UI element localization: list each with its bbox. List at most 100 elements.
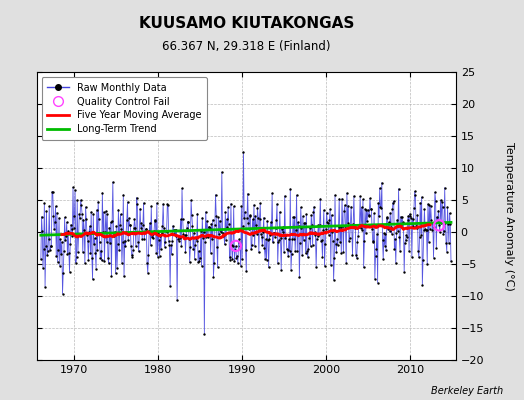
Point (399, 220, 408, 226)
Point (176, 235, 184, 241)
Point (376, 185, 384, 191)
Point (435, 222, 443, 228)
Point (358, 227, 366, 233)
Point (152, 200, 161, 206)
Point (442, 240, 450, 246)
Point (368, 225, 376, 232)
Point (196, 227, 205, 234)
Point (184, 218, 192, 225)
Point (45, 203, 53, 210)
Point (267, 219, 275, 225)
Point (341, 202, 349, 208)
Point (177, 216, 185, 222)
Point (345, 238, 353, 244)
Point (406, 211, 414, 217)
Point (208, 236, 216, 242)
Point (215, 231, 223, 238)
Point (148, 231, 157, 237)
Point (406, 213, 414, 219)
Point (359, 264, 368, 271)
Point (437, 220, 445, 226)
Point (69, 184, 77, 190)
Point (188, 222, 196, 229)
Point (396, 247, 404, 254)
Point (378, 237, 387, 244)
Point (424, 238, 433, 245)
Point (274, 260, 282, 266)
Point (46, 247, 54, 253)
Point (104, 254, 112, 261)
Point (389, 199, 397, 206)
Point (90, 241, 98, 247)
Point (186, 244, 194, 250)
Point (344, 202, 353, 209)
Point (429, 254, 438, 261)
Point (420, 206, 429, 213)
Point (242, 268, 250, 274)
Point (410, 205, 418, 212)
Point (215, 217, 224, 224)
Point (362, 229, 370, 236)
Point (73, 197, 81, 204)
Point (315, 230, 323, 237)
Point (322, 210, 331, 216)
Point (265, 235, 274, 242)
Point (309, 241, 317, 248)
Point (370, 210, 378, 217)
Point (398, 214, 406, 220)
Point (273, 200, 281, 207)
Point (390, 246, 399, 252)
Point (212, 212, 221, 219)
Point (378, 179, 386, 186)
Point (112, 270, 120, 276)
Point (231, 247, 239, 253)
Point (326, 206, 334, 212)
Point (397, 213, 405, 220)
Point (230, 258, 238, 264)
Point (171, 233, 180, 240)
Point (443, 248, 451, 255)
Point (383, 215, 391, 221)
Point (427, 217, 435, 224)
Point (379, 256, 387, 263)
Point (257, 231, 265, 238)
Text: Berkeley Earth: Berkeley Earth (431, 386, 503, 396)
Point (382, 247, 390, 253)
Point (108, 179, 117, 185)
Point (38, 228, 47, 234)
Point (381, 231, 389, 237)
Point (303, 248, 311, 254)
Point (299, 213, 307, 220)
Point (86, 250, 95, 256)
Point (330, 255, 339, 261)
Point (114, 206, 123, 213)
Point (373, 231, 381, 237)
Point (318, 237, 326, 244)
Point (246, 212, 254, 218)
Point (263, 218, 271, 224)
Point (159, 201, 167, 207)
Point (418, 282, 427, 288)
Point (67, 221, 75, 228)
Point (357, 225, 365, 231)
Point (93, 246, 102, 253)
Point (55, 215, 63, 221)
Point (339, 248, 347, 255)
Point (368, 238, 377, 244)
Point (408, 254, 416, 260)
Point (211, 222, 219, 228)
Point (255, 215, 264, 222)
Point (331, 192, 339, 198)
Point (106, 240, 114, 246)
Point (355, 224, 363, 230)
Point (380, 242, 389, 249)
Point (168, 238, 177, 244)
Point (336, 223, 345, 230)
Point (439, 231, 447, 237)
Point (259, 229, 267, 235)
Point (340, 208, 348, 214)
Point (353, 239, 362, 246)
Point (58, 238, 66, 245)
Point (146, 220, 154, 226)
Point (414, 254, 423, 261)
